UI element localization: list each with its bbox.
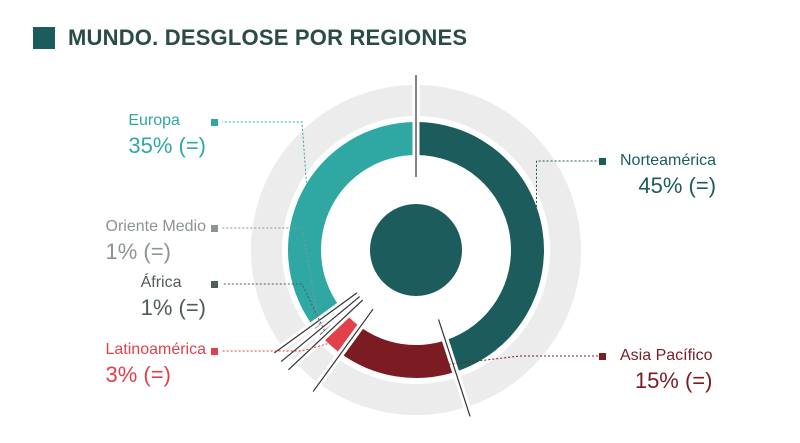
separator-line [312,308,374,392]
label-value: 3% (=) [105,362,171,387]
label-name: África [140,274,182,291]
label-value: 1% (=) [140,295,206,320]
label-oriente-medio: Oriente Medio 1% (=) [106,219,207,263]
label-name: Norteamérica [620,152,717,169]
label-name: Oriente Medio [105,218,207,235]
label-name: Latinoamérica [105,341,207,358]
legend-marker-africa-icon [211,281,218,288]
label-europa: Europa 35% (=) [128,113,206,157]
title-square-icon [33,27,55,49]
separator-line [437,319,471,417]
label-latinoamerica: Latinoamérica 3% (=) [106,342,207,386]
separator-line [274,292,358,354]
slice-norteamerica [416,122,544,372]
leader-asia-pacifico [396,355,600,371]
label-value: 1% (=) [105,239,171,264]
label-value: 15% (=) [634,368,713,393]
leader-europa [222,121,308,195]
slice-europa [288,122,416,326]
leader-norteamerica [535,160,600,231]
center-disc [370,204,462,296]
label-value: 45% (=) [638,173,717,198]
label-norteamerica: Norteamérica 45% (=) [620,153,716,197]
legend-marker-oriente-medio-icon [211,225,218,232]
legend-marker-asia-pacifico-icon [599,353,606,360]
label-africa: África 1% (=) [141,275,206,319]
label-value: 35% (=) [128,133,206,158]
separator-line [280,296,361,363]
legend-marker-europa-icon [211,119,218,126]
legend-marker-norteamerica-icon [599,158,606,165]
label-name: Asia Pacífico [620,347,713,364]
leader-africa [222,283,325,331]
leader-oriente-medio [222,227,321,325]
legend-marker-latinoamerica-icon [211,348,218,355]
chart-title: MUNDO. DESGLOSE POR REGIONES [68,25,468,50]
label-asia-pacifico: Asia Pacífico 15% (=) [620,348,712,392]
slice-latinoamerica [322,315,361,354]
label-name: Europa [128,112,180,129]
slice-asia-pacifico [340,326,456,378]
separator-line [288,299,364,371]
